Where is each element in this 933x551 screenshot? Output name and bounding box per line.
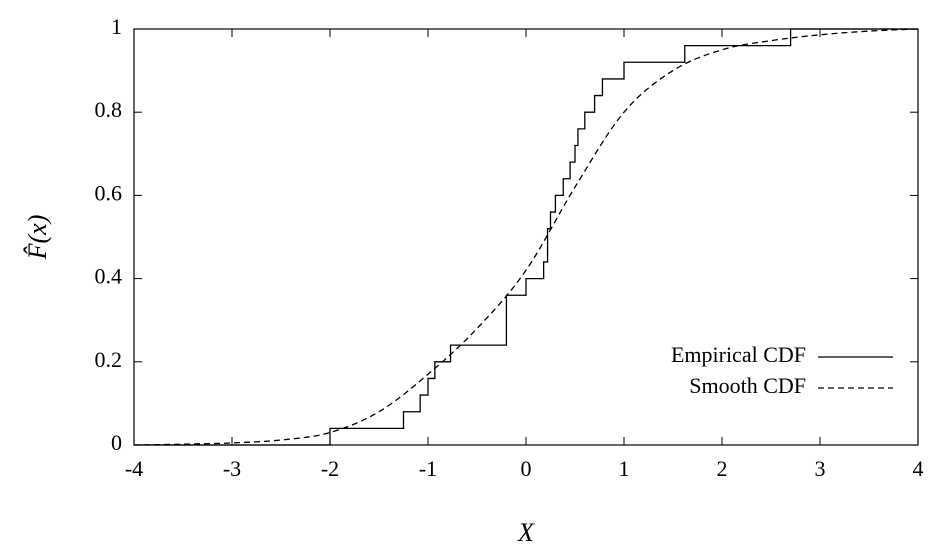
y-tick-label: 0.4 xyxy=(95,264,123,289)
x-axis-label: X xyxy=(517,518,535,547)
legend-label: Empirical CDF xyxy=(671,342,806,367)
legend-label: Smooth CDF xyxy=(689,373,806,398)
x-tick-label: 4 xyxy=(913,456,924,481)
y-tick-label: 1 xyxy=(111,14,122,39)
x-tick-label: 1 xyxy=(619,456,630,481)
y-tick-label: 0.2 xyxy=(95,347,123,372)
y-tick-label: 0.8 xyxy=(95,97,123,122)
x-tick-label: -3 xyxy=(223,456,241,481)
cdf-line xyxy=(134,28,918,446)
x-tick-label: 2 xyxy=(717,456,728,481)
y-axis-label: F̂(x) xyxy=(23,215,52,261)
x-tick-label: 3 xyxy=(815,456,826,481)
x-tick-label: 0 xyxy=(521,456,532,481)
x-tick-label: -1 xyxy=(419,456,437,481)
y-tick-label: 0 xyxy=(111,430,122,455)
y-tick-label: 0.6 xyxy=(95,180,123,205)
x-tick-label: -2 xyxy=(321,456,339,481)
x-tick-label: -4 xyxy=(125,456,143,481)
